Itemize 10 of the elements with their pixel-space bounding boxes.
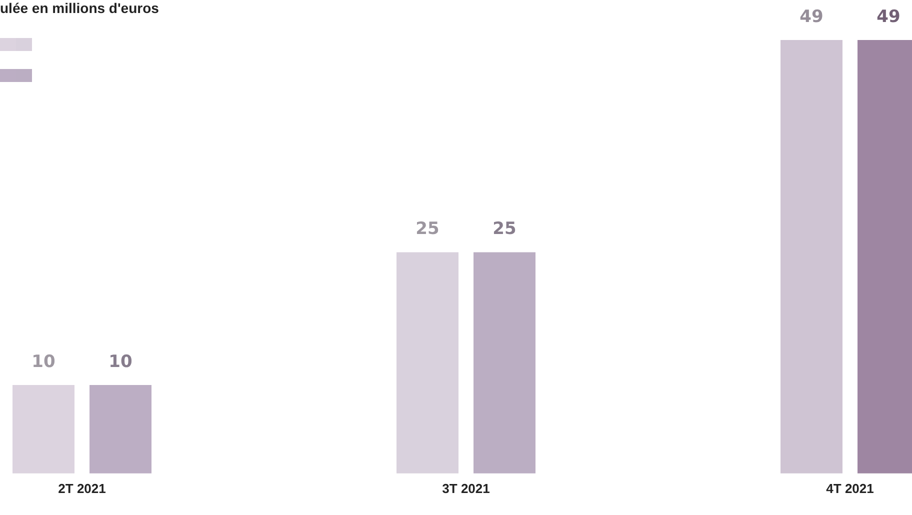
data-label: 10 xyxy=(32,352,56,372)
data-label: 49 xyxy=(800,6,824,27)
x-tick-label: 3T 2021 xyxy=(442,480,490,496)
data-label: 49 xyxy=(876,6,900,27)
data-label: 25 xyxy=(492,219,516,240)
x-tick-label: 2T 2021 xyxy=(58,480,106,496)
x-tick-label: 4T 2021 xyxy=(826,480,874,496)
chart-title: ulée en millions d'euros xyxy=(0,0,159,16)
data-label: 10 xyxy=(108,352,132,372)
data-label: 25 xyxy=(416,219,440,240)
